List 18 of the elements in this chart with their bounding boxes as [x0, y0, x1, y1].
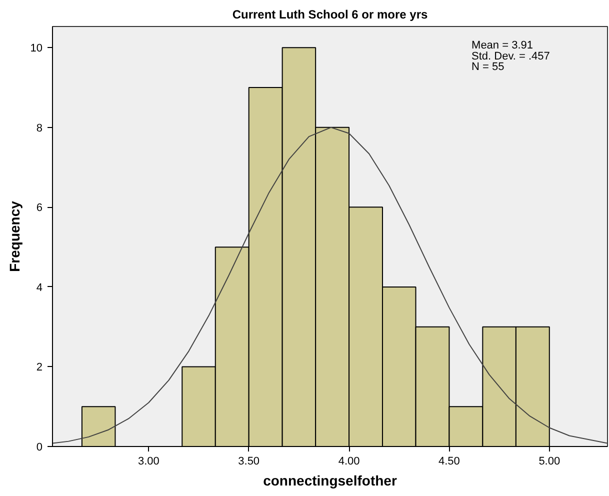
x-axis-title: connectingselfother	[263, 472, 398, 488]
y-tick-label: 2	[36, 362, 43, 374]
x-tick-label: 5.00	[538, 456, 560, 468]
annotation: Std. Dev. = .457	[472, 50, 550, 62]
y-tick-label: 4	[36, 282, 43, 294]
annotation: Mean = 3.91	[472, 39, 533, 52]
x-tick-label: 4.50	[438, 456, 460, 468]
y-tick-label: 10	[30, 42, 43, 55]
y-tick-label: 0	[36, 442, 43, 454]
annotation: N = 55	[472, 61, 504, 74]
y-tick-label: 8	[36, 122, 43, 134]
x-tick-label: 3.50	[238, 456, 260, 468]
line-series	[52, 126, 608, 444]
x-tick-label: 4.00	[338, 456, 360, 468]
x-tick-label: 3.00	[138, 456, 160, 468]
y-tick-label: 6	[36, 202, 43, 214]
chart-title: Current Luth School 6 or more yrs	[232, 8, 428, 22]
y-axis-title: Frequency	[6, 200, 22, 272]
